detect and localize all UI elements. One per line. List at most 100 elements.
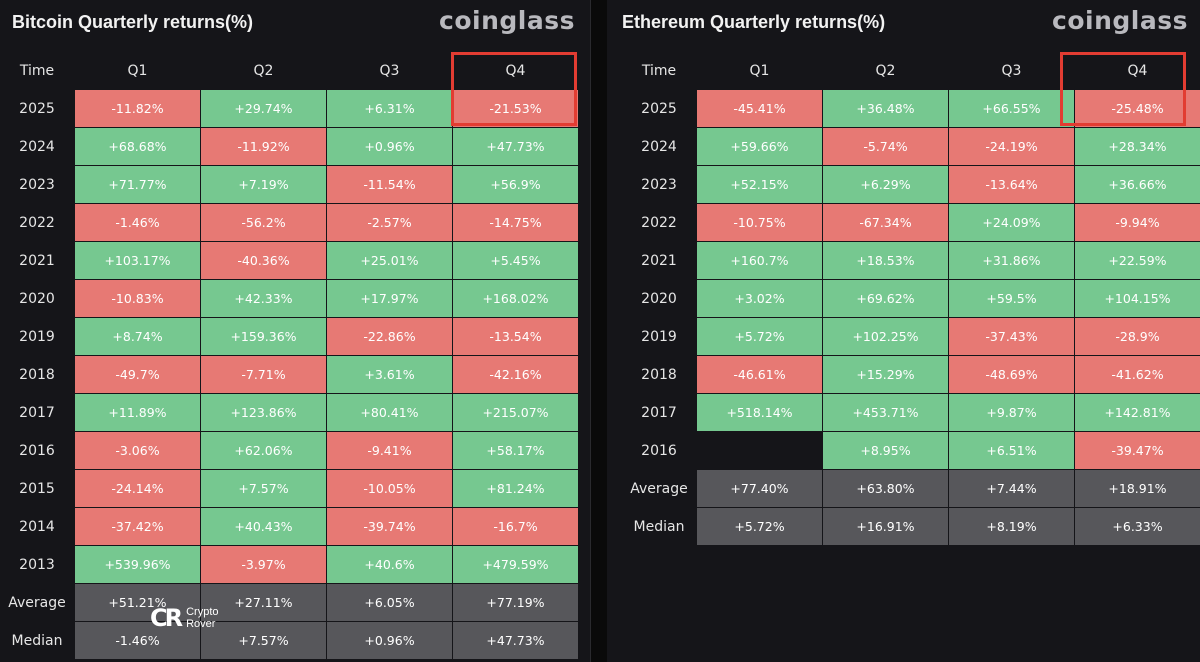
return-cell: -14.75% bbox=[453, 204, 578, 242]
return-cell: -56.2% bbox=[201, 204, 326, 242]
return-cell: -11.92% bbox=[201, 128, 326, 166]
return-cell: +102.25% bbox=[823, 318, 948, 356]
return-cell: +68.68% bbox=[75, 128, 200, 166]
header-q4: Q4 bbox=[1075, 52, 1200, 90]
summary-cell: +8.19% bbox=[949, 508, 1074, 546]
row-label-2025: 2025 bbox=[0, 90, 74, 128]
watermark-line2: Rover bbox=[186, 618, 216, 630]
row-label-2018: 2018 bbox=[622, 356, 696, 394]
panel-divider bbox=[590, 0, 607, 662]
return-cell: +3.02% bbox=[697, 280, 822, 318]
return-cell: -1.46% bbox=[75, 204, 200, 242]
return-cell: +3.61% bbox=[327, 356, 452, 394]
return-cell: +52.15% bbox=[697, 166, 822, 204]
summary-cell: +7.57% bbox=[201, 622, 326, 660]
return-cell: +7.19% bbox=[201, 166, 326, 204]
return-cell: -22.86% bbox=[327, 318, 452, 356]
return-cell: +59.5% bbox=[949, 280, 1074, 318]
return-cell: -5.74% bbox=[823, 128, 948, 166]
header-q2: Q2 bbox=[823, 52, 948, 90]
bitcoin-returns-table: Time Q1 Q2 Q3 Q4 2025 -11.82% +29.74% +6.31% -21.… bbox=[0, 52, 578, 660]
summary-cell: +6.05% bbox=[327, 584, 452, 622]
return-cell: +6.51% bbox=[949, 432, 1074, 470]
return-cell: +28.34% bbox=[1075, 128, 1200, 166]
summary-cell: +5.72% bbox=[697, 508, 822, 546]
return-cell: +15.29% bbox=[823, 356, 948, 394]
header-q1: Q1 bbox=[697, 52, 822, 90]
return-cell: -3.97% bbox=[201, 546, 326, 584]
row-label-2014: 2014 bbox=[0, 508, 74, 546]
return-cell: +80.41% bbox=[327, 394, 452, 432]
return-cell: -11.54% bbox=[327, 166, 452, 204]
crypto-rover-watermark: CR Crypto Rover bbox=[150, 604, 219, 632]
return-cell: +36.48% bbox=[823, 90, 948, 128]
return-cell: -48.69% bbox=[949, 356, 1074, 394]
summary-cell: +18.91% bbox=[1075, 470, 1200, 508]
row-label-2016: 2016 bbox=[0, 432, 74, 470]
row-label-2020: 2020 bbox=[0, 280, 74, 318]
return-cell: +29.74% bbox=[201, 90, 326, 128]
return-cell: +8.95% bbox=[823, 432, 948, 470]
return-cell: +5.45% bbox=[453, 242, 578, 280]
return-cell: +103.17% bbox=[75, 242, 200, 280]
return-cell: +59.66% bbox=[697, 128, 822, 166]
return-cell: -16.7% bbox=[453, 508, 578, 546]
summary-cell: +27.11% bbox=[201, 584, 326, 622]
return-cell: -24.14% bbox=[75, 470, 200, 508]
bitcoin-title: Bitcoin Quarterly returns(%) bbox=[12, 12, 254, 32]
row-label-2018: 2018 bbox=[0, 356, 74, 394]
return-cell: +479.59% bbox=[453, 546, 578, 584]
return-cell: -42.16% bbox=[453, 356, 578, 394]
row-label-2024: 2024 bbox=[0, 128, 74, 166]
summary-cell: -1.46% bbox=[75, 622, 200, 660]
row-label-2023: 2023 bbox=[622, 166, 696, 204]
return-cell: -10.05% bbox=[327, 470, 452, 508]
return-cell: +9.87% bbox=[949, 394, 1074, 432]
row-label-2024: 2024 bbox=[622, 128, 696, 166]
summary-cell: +16.91% bbox=[823, 508, 948, 546]
summary-label-median: Median bbox=[0, 622, 74, 660]
header-q3: Q3 bbox=[327, 52, 452, 90]
return-cell: +8.74% bbox=[75, 318, 200, 356]
summary-cell: +7.44% bbox=[949, 470, 1074, 508]
return-cell: -7.71% bbox=[201, 356, 326, 394]
return-cell: -9.41% bbox=[327, 432, 452, 470]
summary-cell: +47.73% bbox=[453, 622, 578, 660]
header-q3: Q3 bbox=[949, 52, 1074, 90]
summary-cell: +63.80% bbox=[823, 470, 948, 508]
return-cell: -24.19% bbox=[949, 128, 1074, 166]
return-cell: +104.15% bbox=[1075, 280, 1200, 318]
watermark-text: Crypto Rover bbox=[186, 606, 218, 630]
return-cell: +62.06% bbox=[201, 432, 326, 470]
row-label-2019: 2019 bbox=[622, 318, 696, 356]
return-cell: +518.14% bbox=[697, 394, 822, 432]
header-time: Time bbox=[622, 52, 696, 90]
summary-cell: +77.19% bbox=[453, 584, 578, 622]
return-cell: +5.72% bbox=[697, 318, 822, 356]
return-cell: -13.54% bbox=[453, 318, 578, 356]
row-label-2013: 2013 bbox=[0, 546, 74, 584]
return-cell: +25.01% bbox=[327, 242, 452, 280]
row-label-2020: 2020 bbox=[622, 280, 696, 318]
return-cell: -11.82% bbox=[75, 90, 200, 128]
return-cell: -46.61% bbox=[697, 356, 822, 394]
summary-label-average: Average bbox=[622, 470, 696, 508]
summary-cell: +0.96% bbox=[327, 622, 452, 660]
bitcoin-panel: Bitcoin Quarterly returns(%) coinglass T… bbox=[0, 0, 590, 662]
coinglass-logo: coinglass bbox=[1052, 6, 1188, 35]
row-label-2019: 2019 bbox=[0, 318, 74, 356]
return-cell: -3.06% bbox=[75, 432, 200, 470]
row-label-2017: 2017 bbox=[622, 394, 696, 432]
header-q2: Q2 bbox=[201, 52, 326, 90]
row-label-2015: 2015 bbox=[0, 470, 74, 508]
row-label-2016: 2016 bbox=[622, 432, 696, 470]
row-label-2017: 2017 bbox=[0, 394, 74, 432]
return-cell: -28.9% bbox=[1075, 318, 1200, 356]
return-cell: +7.57% bbox=[201, 470, 326, 508]
return-cell: +6.29% bbox=[823, 166, 948, 204]
ethereum-panel: Ethereum Quarterly returns(%) coinglass … bbox=[607, 0, 1200, 662]
return-cell: +123.86% bbox=[201, 394, 326, 432]
return-cell: +47.73% bbox=[453, 128, 578, 166]
header-q4: Q4 bbox=[453, 52, 578, 90]
return-cell: +11.89% bbox=[75, 394, 200, 432]
